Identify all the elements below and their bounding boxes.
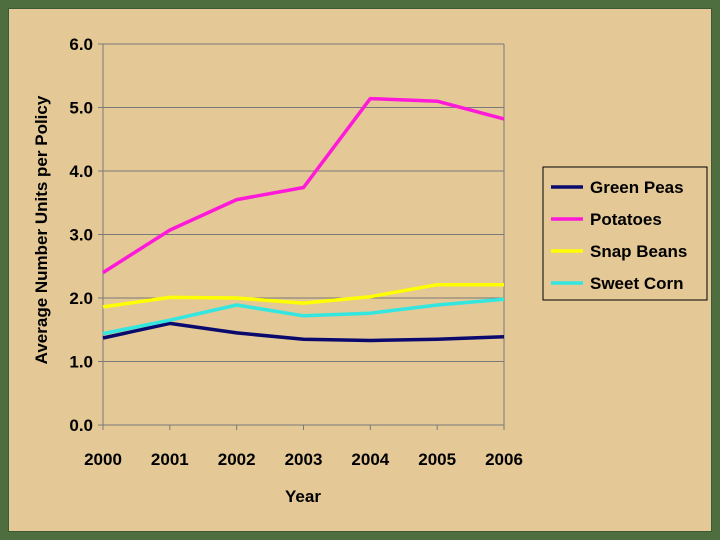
x-tick-label: 2003 — [285, 450, 323, 469]
y-tick-label: 6.0 — [69, 35, 93, 54]
y-tick-label: 2.0 — [69, 289, 93, 308]
series-line-sweet-corn — [102, 297, 505, 336]
legend-label-potatoes: Potatoes — [590, 210, 662, 229]
x-tick-label: 2002 — [218, 450, 256, 469]
y-tick-label: 0.0 — [69, 416, 93, 435]
legend-label-snap-beans: Snap Beans — [590, 242, 687, 261]
x-axis-label: Year — [285, 487, 321, 506]
y-tick-label: 3.0 — [69, 226, 93, 245]
legend-label-green-peas: Green Peas — [590, 178, 684, 197]
x-tick-label: 2006 — [485, 450, 523, 469]
series-line-potatoes — [102, 96, 505, 275]
x-tick-label: 2004 — [351, 450, 389, 469]
y-tick-label: 1.0 — [69, 353, 93, 372]
y-tick-label: 5.0 — [69, 99, 93, 118]
legend-label-sweet-corn: Sweet Corn — [590, 274, 684, 293]
y-tick-label: 4.0 — [69, 162, 93, 181]
y-axis-label: Average Number Units per Policy — [32, 95, 51, 364]
x-tick-label: 2005 — [418, 450, 456, 469]
legend-box — [542, 166, 708, 301]
x-tick-label: 2000 — [84, 450, 122, 469]
series-line-snap-beans — [102, 282, 504, 309]
x-tick-label: 2001 — [151, 450, 189, 469]
series-line-green-peas — [102, 321, 505, 343]
